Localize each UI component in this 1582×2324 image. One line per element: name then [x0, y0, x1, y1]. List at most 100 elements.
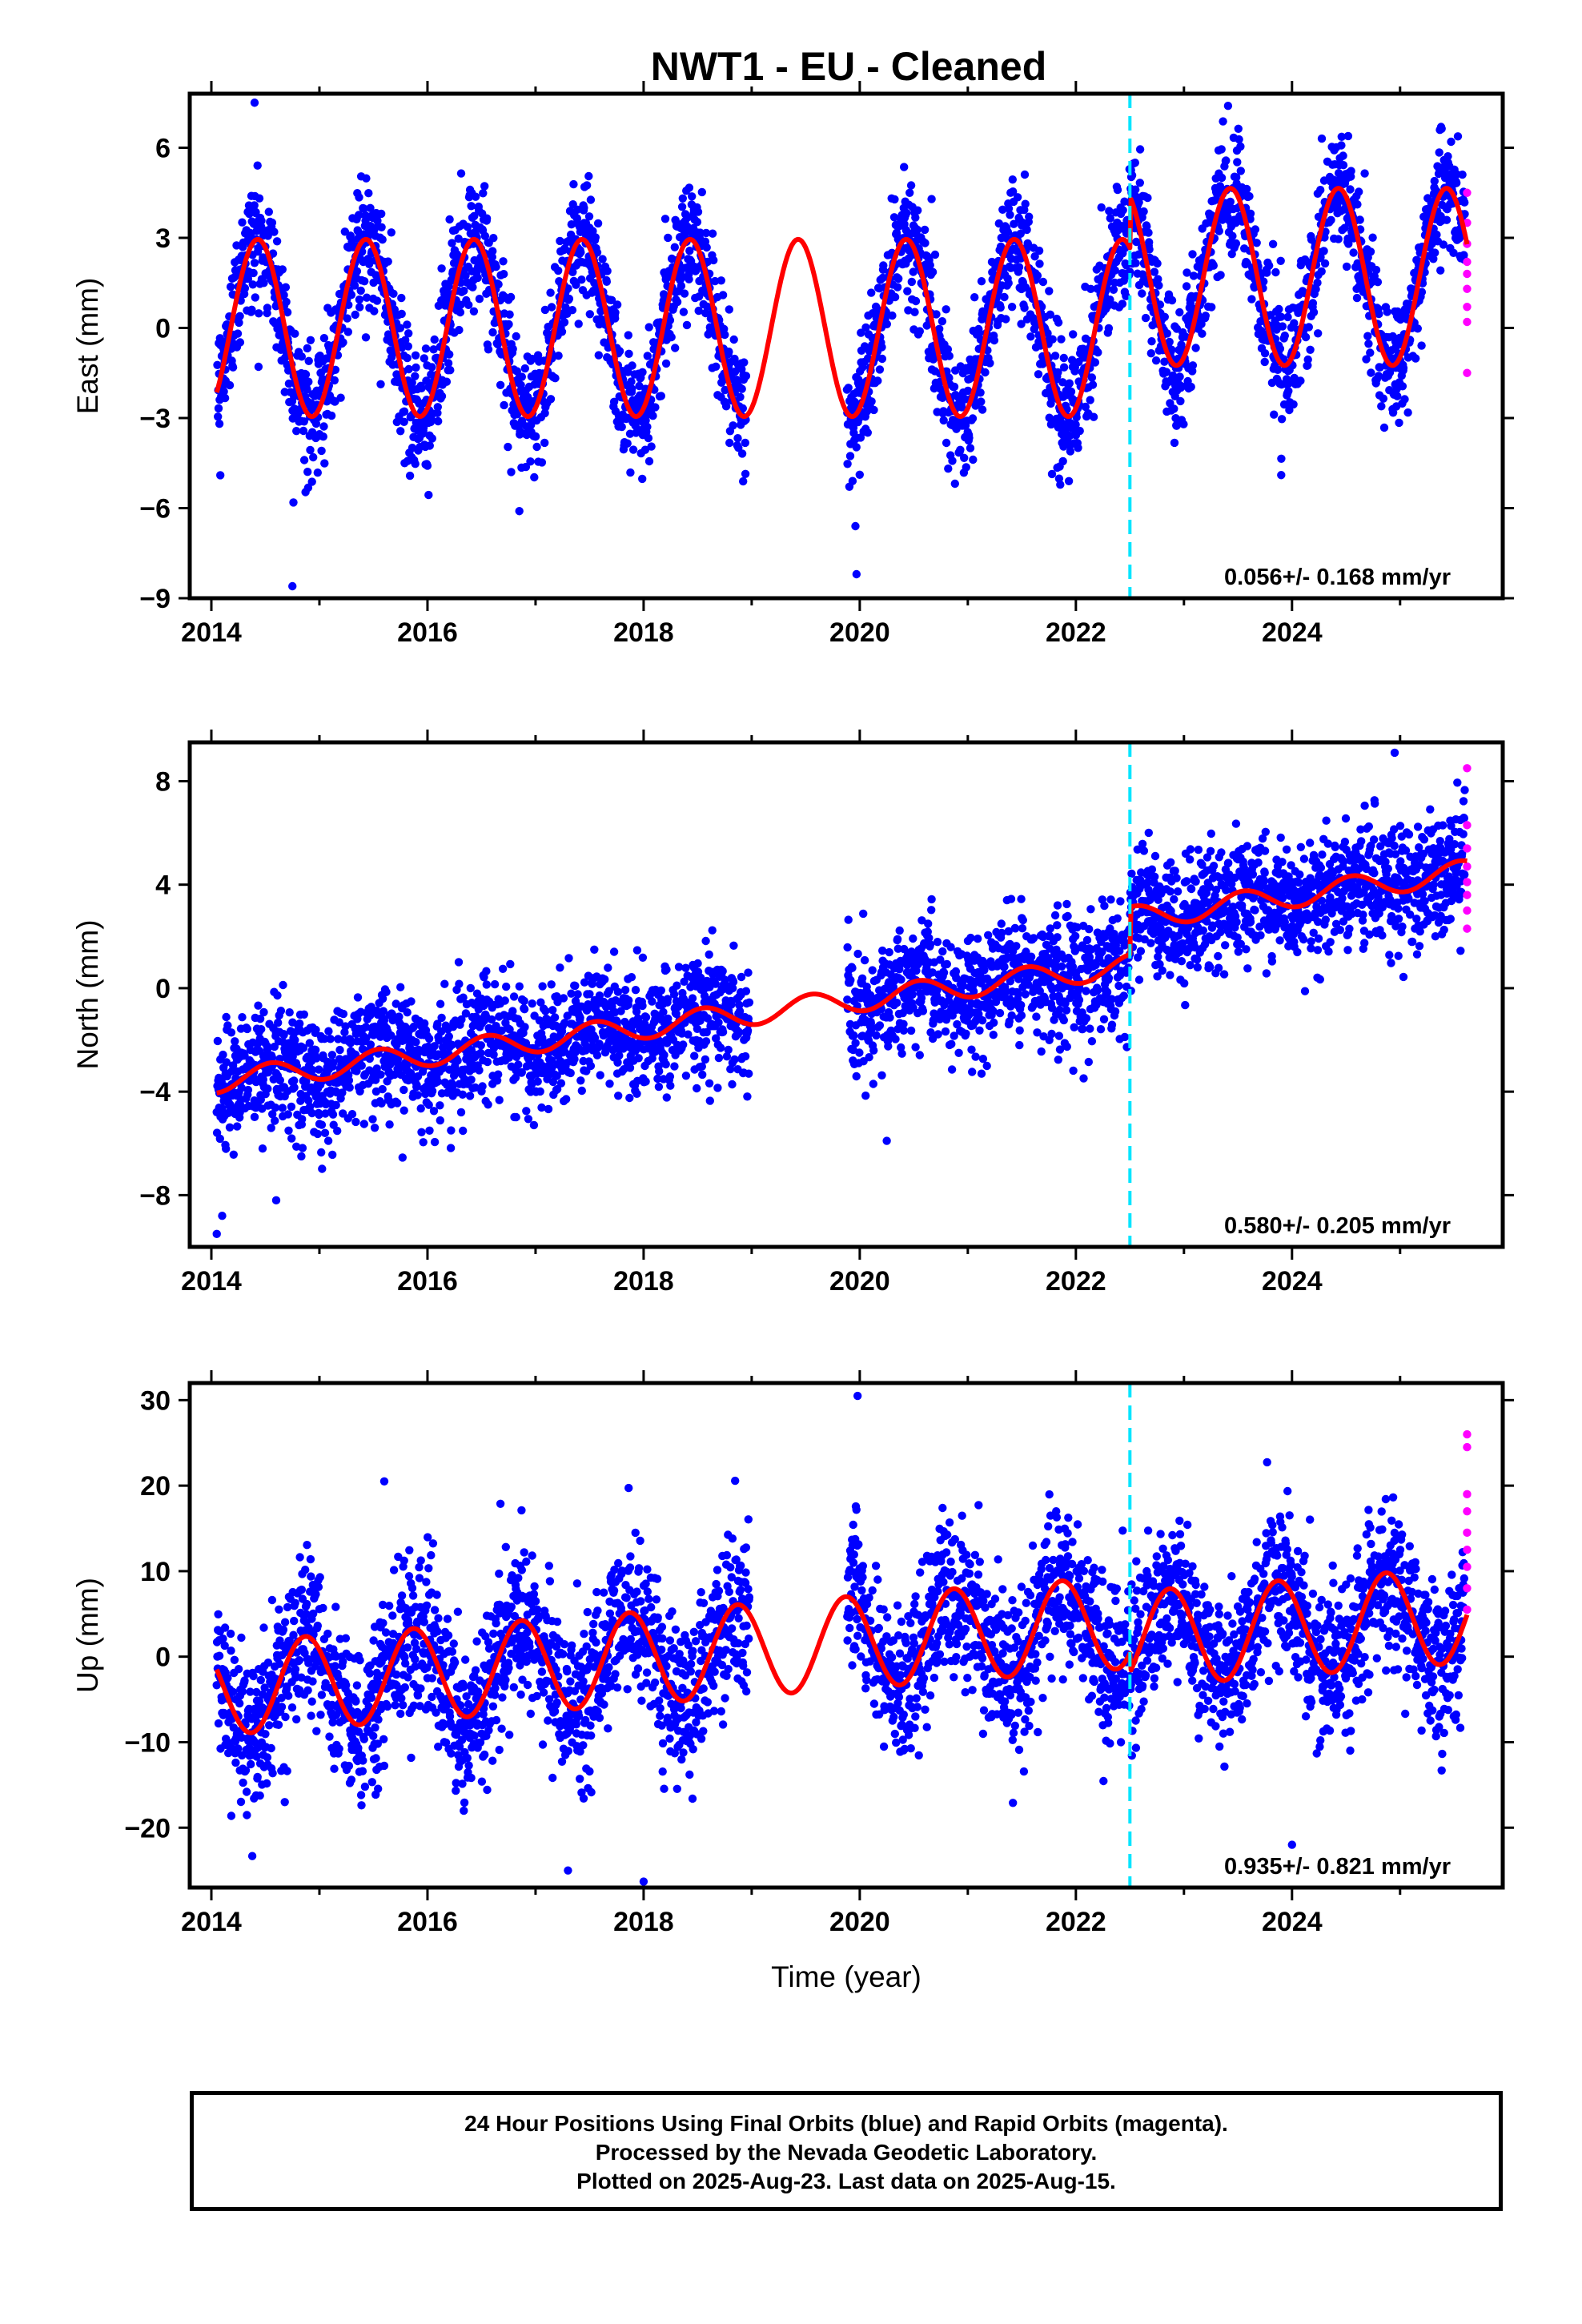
- data-point: [1162, 368, 1171, 376]
- data-point: [306, 336, 315, 344]
- data-point: [667, 332, 676, 342]
- data-point: [1313, 278, 1322, 287]
- data-point: [890, 195, 899, 204]
- data-point: [641, 1077, 650, 1086]
- data-point: [1090, 358, 1100, 367]
- data-point: [681, 963, 690, 972]
- data-point: [339, 338, 347, 347]
- data-point: [1223, 102, 1233, 111]
- y-tick-label: 6: [155, 134, 171, 164]
- data-point: [1130, 159, 1140, 167]
- data-point: [268, 249, 278, 258]
- data-point: [942, 305, 950, 314]
- data-point: [430, 1042, 439, 1051]
- data-point: [460, 286, 468, 296]
- data-point: [466, 983, 475, 993]
- data-point: [628, 384, 636, 393]
- data-point: [655, 1067, 664, 1076]
- data-point: [741, 372, 751, 380]
- data-point: [927, 195, 936, 203]
- data-point: [1050, 352, 1060, 360]
- data-point: [222, 1012, 231, 1022]
- data-point: [528, 999, 536, 1008]
- data-point: [461, 271, 470, 280]
- data-point: [1280, 332, 1290, 340]
- data-point: [214, 412, 223, 421]
- data-point: [366, 1040, 375, 1049]
- data-point: [551, 374, 560, 383]
- data-point: [263, 231, 272, 240]
- data-point: [1074, 444, 1082, 452]
- data-point: [355, 1087, 364, 1096]
- data-point: [628, 1037, 636, 1047]
- data-point: [1118, 206, 1127, 215]
- data-point: [354, 211, 363, 219]
- data-point: [385, 1120, 394, 1129]
- data-point: [1179, 420, 1188, 428]
- data-point: [705, 1079, 714, 1088]
- data-point: [1403, 408, 1412, 417]
- data-point: [956, 445, 965, 454]
- data-point: [468, 283, 477, 292]
- data-point: [1089, 412, 1098, 421]
- data-point: [1375, 309, 1383, 319]
- data-point: [533, 351, 543, 360]
- data-point: [585, 990, 594, 999]
- data-point: [471, 1083, 480, 1092]
- data-point: [303, 344, 311, 353]
- data-point: [1327, 215, 1335, 224]
- data-point: [1353, 200, 1362, 209]
- data-point: [721, 385, 729, 395]
- data-point: [223, 1021, 232, 1030]
- data-point: [1276, 312, 1286, 321]
- data-point: [483, 1057, 492, 1067]
- data-point: [1366, 247, 1375, 256]
- data-point: [877, 354, 887, 364]
- data-point: [400, 407, 409, 416]
- data-point: [259, 1007, 268, 1017]
- data-point: [592, 248, 602, 257]
- data-point: [509, 992, 519, 1001]
- data-point: [688, 994, 697, 1003]
- data-point: [296, 1096, 305, 1105]
- data-point: [857, 328, 865, 337]
- data-point: [1289, 400, 1298, 409]
- data-point: [644, 456, 654, 466]
- data-point: [1276, 256, 1285, 265]
- data-point: [1182, 268, 1191, 277]
- data-point: [488, 328, 497, 337]
- data-point: [968, 414, 978, 423]
- data-point: [552, 1072, 561, 1080]
- data-point: [681, 1072, 691, 1080]
- data-point: [662, 1093, 671, 1102]
- data-point: [693, 959, 702, 968]
- data-point: [708, 926, 717, 935]
- data-point: [737, 384, 746, 393]
- data-point: [718, 967, 727, 975]
- data-point: [338, 1088, 347, 1097]
- data-point: [1069, 330, 1078, 339]
- data-point: [404, 329, 413, 338]
- data-point: [465, 1092, 475, 1100]
- data-point: [213, 360, 222, 369]
- data-point: [1017, 320, 1026, 328]
- data-point: [863, 428, 873, 437]
- data-point: [267, 218, 277, 227]
- data-point: [996, 303, 1005, 312]
- data-point: [576, 1013, 584, 1022]
- data-point: [361, 333, 371, 342]
- data-point: [456, 300, 465, 309]
- data-point: [701, 1055, 710, 1064]
- data-point: [350, 281, 359, 290]
- data-point: [843, 460, 852, 468]
- data-point: [713, 1084, 722, 1092]
- data-point: [351, 310, 359, 320]
- data-point: [484, 345, 493, 354]
- data-point: [500, 270, 508, 279]
- data-point: [248, 280, 257, 289]
- data-point: [382, 987, 391, 997]
- data-point: [580, 978, 589, 987]
- data-point: [1046, 310, 1055, 319]
- data-point: [345, 1083, 354, 1092]
- data-point: [553, 998, 562, 1007]
